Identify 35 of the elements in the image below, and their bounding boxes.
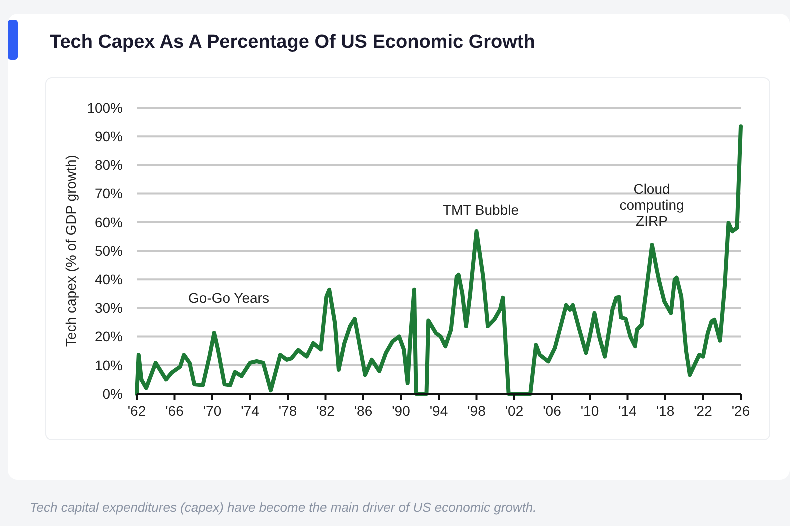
y-tick-label: 80% bbox=[94, 157, 123, 174]
x-tick-label: '06 bbox=[543, 403, 562, 419]
y-tick-label: 100% bbox=[87, 100, 123, 116]
y-tick-label: 50% bbox=[94, 242, 123, 259]
text: Tech capital expenditures (capex) have become the main driver of US economic growth. bbox=[30, 500, 537, 515]
y-axis-title: Tech capex (% of GDP growth) bbox=[63, 155, 79, 347]
x-tick-label: '18 bbox=[656, 403, 675, 419]
annotation: TMT Bubble bbox=[443, 202, 520, 218]
y-tick-label: 70% bbox=[94, 186, 123, 202]
y-tick-label: 30% bbox=[94, 300, 123, 316]
y-tick-label: 90% bbox=[94, 128, 123, 144]
x-tick-label: '74 bbox=[241, 403, 260, 419]
x-tick-label: '10 bbox=[580, 403, 600, 419]
x-tick-label: '66 bbox=[166, 403, 184, 419]
x-tick-label: '82 bbox=[316, 403, 336, 419]
y-tick-label: 20% bbox=[94, 328, 123, 345]
x-tick-label: '86 bbox=[354, 403, 373, 419]
x-tick-label: '98 bbox=[468, 403, 486, 419]
y-tick-label: 10% bbox=[94, 357, 123, 374]
x-tick-label: '78 bbox=[278, 403, 298, 419]
x-tick-label: '62 bbox=[128, 403, 146, 419]
x-tick-label: '94 bbox=[430, 403, 448, 419]
y-tick-label: 60% bbox=[94, 214, 123, 230]
x-tick-label: '22 bbox=[694, 403, 713, 419]
annotation: Go-Go Years bbox=[188, 290, 270, 306]
annotation: Cloud computing ZIRP bbox=[620, 180, 684, 229]
x-tick-label: '90 bbox=[392, 403, 411, 419]
y-tick-label: 0% bbox=[102, 386, 123, 402]
line-series bbox=[135, 124, 743, 396]
x-tick-label: '14 bbox=[618, 403, 638, 419]
x-tick-label: '02 bbox=[505, 403, 524, 419]
y-tick-label: 40% bbox=[94, 272, 123, 288]
x-tick-label: '70 bbox=[203, 403, 222, 419]
chart-title: Tech Capex As A Percentage Of US Economic Growth bbox=[50, 32, 536, 53]
x-tick-label: '26 bbox=[732, 403, 750, 419]
